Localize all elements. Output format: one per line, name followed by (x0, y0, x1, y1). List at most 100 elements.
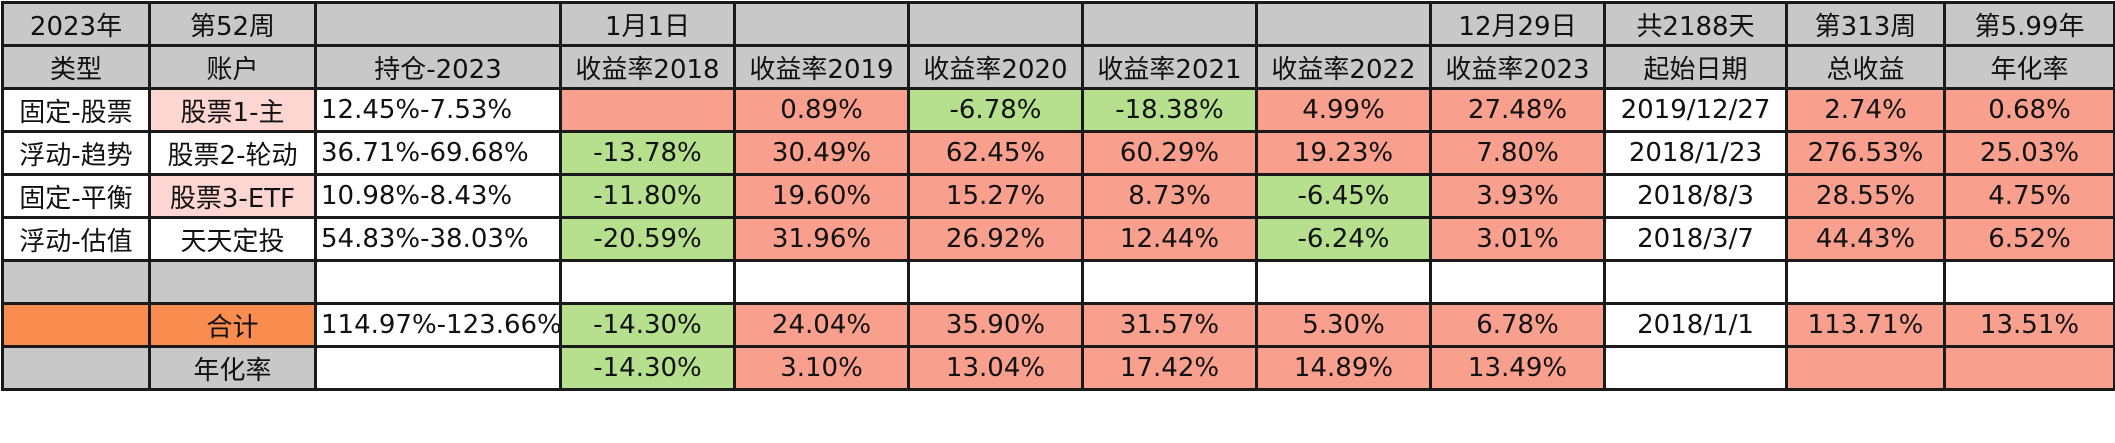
cell-return-2020[interactable]: 15.27% (907, 173, 1084, 219)
cell-return-2018[interactable]: -13.78% (559, 130, 736, 176)
header-row-2-cell-start-date[interactable]: 起始日期 (1603, 44, 1788, 90)
cell-return-2022[interactable]: -6.45% (1255, 173, 1432, 219)
cell-annual-rate[interactable]: 6.52% (1943, 216, 2115, 262)
cell-type[interactable] (1, 259, 151, 305)
cell-return-2021[interactable]: 12.44% (1081, 216, 1258, 262)
cell-start-date[interactable]: 2018/3/7 (1603, 216, 1788, 262)
cell-return-2023[interactable]: 13.49% (1429, 345, 1606, 391)
cell-return-2019[interactable]: 19.60% (733, 173, 910, 219)
header-row-2-cell-return-2018[interactable]: 收益率2018 (559, 44, 736, 90)
cell-type[interactable]: 浮动-趋势 (1, 130, 151, 176)
cell-return-2023[interactable]: 27.48% (1429, 87, 1606, 133)
cell-holding[interactable]: 36.71%-69.68% (314, 130, 562, 176)
header-row-2-cell-total-return[interactable]: 总收益 (1785, 44, 1946, 90)
cell-return-2022[interactable]: -6.24% (1255, 216, 1432, 262)
cell-return-2023[interactable] (1429, 259, 1606, 305)
cell-annual-rate[interactable] (1943, 345, 2115, 391)
header-row-1-cell-type[interactable]: 2023年 (1, 1, 151, 47)
cell-return-2022[interactable]: 19.23% (1255, 130, 1432, 176)
cell-return-2022[interactable]: 5.30% (1255, 302, 1432, 348)
header-row-2-cell-holding[interactable]: 持仓-2023 (314, 44, 562, 90)
cell-return-2020[interactable]: 35.90% (907, 302, 1084, 348)
cell-return-2018[interactable]: -11.80% (559, 173, 736, 219)
header-row-1-cell-start-date[interactable]: 共2188天 (1603, 1, 1788, 47)
header-row-1-cell-total-return[interactable]: 第313周 (1785, 1, 1946, 47)
cell-return-2022[interactable]: 14.89% (1255, 345, 1432, 391)
cell-account[interactable]: 股票1-主 (148, 87, 317, 133)
cell-return-2021[interactable]: 17.42% (1081, 345, 1258, 391)
cell-annual-rate[interactable] (1943, 259, 2115, 305)
cell-annual-rate[interactable]: 13.51% (1943, 302, 2115, 348)
cell-return-2021[interactable]: 8.73% (1081, 173, 1258, 219)
cell-type[interactable]: 固定-股票 (1, 87, 151, 133)
cell-total-return[interactable]: 113.71% (1785, 302, 1946, 348)
cell-return-2019[interactable]: 3.10% (733, 345, 910, 391)
cell-return-2021[interactable]: 60.29% (1081, 130, 1258, 176)
cell-return-2021[interactable] (1081, 259, 1258, 305)
header-row-2-cell-return-2022[interactable]: 收益率2022 (1255, 44, 1432, 90)
cell-return-2021[interactable]: 31.57% (1081, 302, 1258, 348)
cell-start-date[interactable]: 2018/8/3 (1603, 173, 1788, 219)
cell-return-2019[interactable] (733, 259, 910, 305)
header-row-1-cell-holding[interactable] (314, 1, 562, 47)
cell-return-2020[interactable]: 26.92% (907, 216, 1084, 262)
cell-annual-rate[interactable]: 25.03% (1943, 130, 2115, 176)
header-row-1-cell-return-2022[interactable] (1255, 1, 1432, 47)
cell-return-2020[interactable]: 13.04% (907, 345, 1084, 391)
header-row-1-cell-annual-rate[interactable]: 第5.99年 (1943, 1, 2115, 47)
cell-account[interactable]: 股票2-轮动 (148, 130, 317, 176)
cell-return-2019[interactable]: 0.89% (733, 87, 910, 133)
cell-holding[interactable]: 12.45%-7.53% (314, 87, 562, 133)
cell-start-date[interactable] (1603, 259, 1788, 305)
cell-return-2019[interactable]: 24.04% (733, 302, 910, 348)
cell-return-2019[interactable]: 31.96% (733, 216, 910, 262)
cell-return-2020[interactable]: -6.78% (907, 87, 1084, 133)
cell-return-2022[interactable]: 4.99% (1255, 87, 1432, 133)
cell-return-2023[interactable]: 7.80% (1429, 130, 1606, 176)
cell-return-2022[interactable] (1255, 259, 1432, 305)
header-row-1-cell-return-2023[interactable]: 12月29日 (1429, 1, 1606, 47)
cell-holding[interactable]: 54.83%-38.03% (314, 216, 562, 262)
cell-return-2019[interactable]: 30.49% (733, 130, 910, 176)
header-row-1-cell-account[interactable]: 第52周 (148, 1, 317, 47)
cell-return-2023[interactable]: 6.78% (1429, 302, 1606, 348)
cell-holding[interactable]: 114.97%-123.66% (314, 302, 562, 348)
header-row-2-cell-account[interactable]: 账户 (148, 44, 317, 90)
cell-total-return[interactable]: 28.55% (1785, 173, 1946, 219)
cell-start-date[interactable]: 2018/1/1 (1603, 302, 1788, 348)
cell-type[interactable]: 浮动-估值 (1, 216, 151, 262)
cell-return-2018[interactable]: -14.30% (559, 302, 736, 348)
header-row-1-cell-return-2021[interactable] (1081, 1, 1258, 47)
cell-return-2020[interactable]: 62.45% (907, 130, 1084, 176)
cell-return-2018[interactable]: -20.59% (559, 216, 736, 262)
cell-start-date[interactable]: 2019/12/27 (1603, 87, 1788, 133)
cell-account[interactable]: 合计 (148, 302, 317, 348)
cell-total-return[interactable] (1785, 259, 1946, 305)
cell-account[interactable]: 股票3-ETF (148, 173, 317, 219)
header-row-1-cell-return-2018[interactable]: 1月1日 (559, 1, 736, 47)
header-row-2-cell-annual-rate[interactable]: 年化率 (1943, 44, 2115, 90)
cell-start-date[interactable]: 2018/1/23 (1603, 130, 1788, 176)
header-row-2-cell-return-2019[interactable]: 收益率2019 (733, 44, 910, 90)
cell-type[interactable] (1, 302, 151, 348)
cell-return-2020[interactable] (907, 259, 1084, 305)
cell-type[interactable] (1, 345, 151, 391)
header-row-2-cell-type[interactable]: 类型 (1, 44, 151, 90)
cell-return-2023[interactable]: 3.93% (1429, 173, 1606, 219)
header-row-1-cell-return-2019[interactable] (733, 1, 910, 47)
cell-return-2018[interactable] (559, 259, 736, 305)
cell-return-2018[interactable]: -14.30% (559, 345, 736, 391)
cell-total-return[interactable] (1785, 345, 1946, 391)
header-row-2-cell-return-2021[interactable]: 收益率2021 (1081, 44, 1258, 90)
cell-total-return[interactable]: 44.43% (1785, 216, 1946, 262)
cell-annual-rate[interactable]: 0.68% (1943, 87, 2115, 133)
cell-total-return[interactable]: 2.74% (1785, 87, 1946, 133)
cell-type[interactable]: 固定-平衡 (1, 173, 151, 219)
cell-account[interactable] (148, 259, 317, 305)
cell-return-2018[interactable] (559, 87, 736, 133)
header-row-1-cell-return-2020[interactable] (907, 1, 1084, 47)
cell-annual-rate[interactable]: 4.75% (1943, 173, 2115, 219)
cell-account[interactable]: 天天定投 (148, 216, 317, 262)
cell-total-return[interactable]: 276.53% (1785, 130, 1946, 176)
cell-account[interactable]: 年化率 (148, 345, 317, 391)
